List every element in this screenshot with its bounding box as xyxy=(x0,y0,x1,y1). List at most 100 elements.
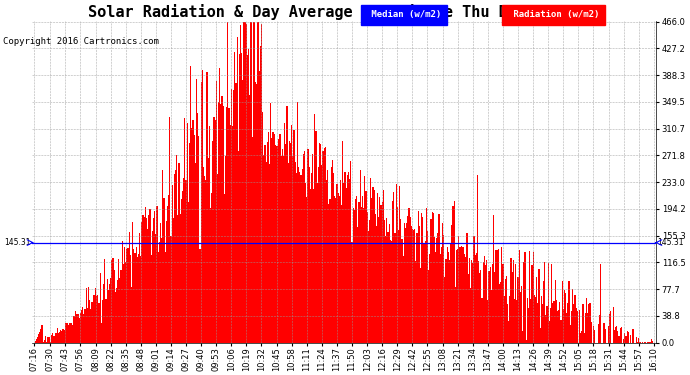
Bar xyxy=(130,255,131,343)
Bar xyxy=(288,141,290,343)
Bar xyxy=(190,66,191,343)
Bar xyxy=(112,258,114,343)
Bar xyxy=(417,211,419,343)
Bar xyxy=(508,321,509,343)
Bar xyxy=(341,205,342,343)
Bar xyxy=(491,290,492,343)
Bar xyxy=(44,340,45,343)
Bar xyxy=(183,178,184,343)
Bar xyxy=(113,270,115,343)
Bar xyxy=(529,251,530,343)
Bar xyxy=(254,22,255,343)
Bar xyxy=(391,241,392,343)
Bar xyxy=(462,247,463,343)
Bar xyxy=(541,296,542,343)
Bar xyxy=(649,342,650,343)
Bar xyxy=(625,336,627,343)
Bar xyxy=(537,303,538,343)
Bar xyxy=(485,266,486,343)
Bar xyxy=(409,217,411,343)
Bar xyxy=(335,198,337,343)
Bar xyxy=(212,141,213,343)
Bar xyxy=(75,310,77,343)
Bar xyxy=(492,264,493,343)
Bar xyxy=(412,230,413,343)
Bar xyxy=(652,341,653,343)
Bar xyxy=(197,113,198,343)
Bar xyxy=(306,196,307,343)
Bar xyxy=(89,300,90,343)
Bar xyxy=(118,259,119,343)
Bar xyxy=(215,120,216,343)
Bar xyxy=(588,304,589,343)
Bar xyxy=(266,162,267,343)
Bar xyxy=(437,233,439,343)
Bar xyxy=(223,106,224,343)
Bar xyxy=(262,112,264,343)
Bar xyxy=(545,315,546,343)
Bar xyxy=(560,320,562,343)
Bar xyxy=(137,257,138,343)
Text: 145.31: 145.31 xyxy=(657,238,683,247)
Bar xyxy=(519,250,520,343)
Bar xyxy=(495,251,497,343)
Bar xyxy=(179,214,181,343)
Bar xyxy=(141,222,143,343)
Bar xyxy=(348,172,349,343)
Bar xyxy=(84,309,86,343)
Bar xyxy=(74,316,75,343)
Bar xyxy=(261,24,262,343)
Bar xyxy=(406,223,407,343)
Bar xyxy=(104,259,106,343)
Bar xyxy=(67,324,68,343)
Bar xyxy=(73,316,74,343)
Bar xyxy=(523,262,524,343)
Bar xyxy=(473,237,475,343)
Bar xyxy=(615,327,616,343)
Bar xyxy=(46,342,48,343)
Bar xyxy=(442,223,443,343)
Bar xyxy=(57,327,58,343)
Bar xyxy=(650,342,651,343)
Bar xyxy=(305,183,306,343)
Bar xyxy=(390,240,391,343)
Bar xyxy=(384,220,385,343)
Bar xyxy=(480,270,482,343)
Bar xyxy=(553,300,555,343)
Bar xyxy=(263,155,264,343)
Bar xyxy=(427,231,428,343)
Bar xyxy=(270,103,271,343)
Bar xyxy=(468,274,469,343)
Bar xyxy=(288,162,289,343)
Bar xyxy=(356,196,357,343)
Bar xyxy=(397,207,398,343)
Bar xyxy=(419,226,420,343)
Bar xyxy=(63,330,65,343)
Bar xyxy=(621,327,622,343)
Bar xyxy=(225,156,226,343)
Text: Copyright 2016 Cartronics.com: Copyright 2016 Cartronics.com xyxy=(3,38,159,46)
Bar xyxy=(220,104,221,343)
Bar xyxy=(271,138,273,343)
Bar xyxy=(250,22,252,343)
Bar xyxy=(411,226,412,343)
Bar xyxy=(366,212,368,343)
Bar xyxy=(310,189,311,343)
Bar xyxy=(55,333,57,343)
Bar xyxy=(307,148,308,343)
Bar xyxy=(226,107,227,343)
Bar xyxy=(347,175,348,343)
Bar xyxy=(365,191,366,343)
Bar xyxy=(274,134,275,343)
Bar xyxy=(108,290,109,343)
Bar xyxy=(170,237,172,343)
Bar xyxy=(524,252,526,343)
Bar xyxy=(126,249,128,343)
Bar xyxy=(463,247,464,343)
Bar xyxy=(627,331,628,343)
Bar xyxy=(138,254,139,343)
Bar xyxy=(513,260,514,343)
Bar xyxy=(302,169,303,343)
Bar xyxy=(587,313,589,343)
Bar xyxy=(420,268,421,343)
